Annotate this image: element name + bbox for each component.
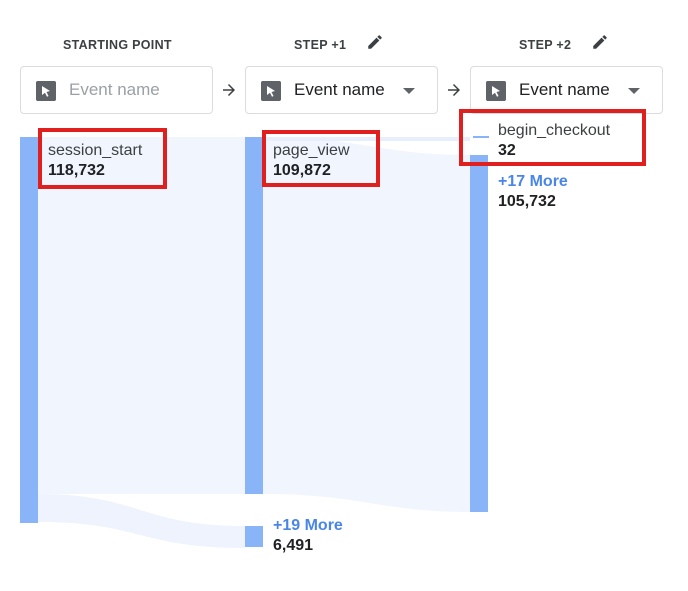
- node-name-session-start[interactable]: session_start: [48, 142, 143, 159]
- node-bar-step1-more[interactable]: [245, 526, 263, 547]
- node-value-step1-more: 6,491: [273, 537, 314, 554]
- step-label-starting-point: STARTING POINT: [63, 38, 172, 52]
- node-bar-page-view[interactable]: [245, 137, 263, 494]
- flow-start-to-more: [38, 494, 245, 548]
- node-bar-begin-checkout[interactable]: [473, 136, 489, 138]
- node-name-page-view[interactable]: page_view: [273, 142, 350, 159]
- highlight-box-session-start: [38, 128, 167, 189]
- highlight-box-begin-checkout: [459, 109, 646, 166]
- cursor-icon: [36, 81, 56, 101]
- flow-page-view-to-more: [263, 137, 470, 512]
- node-value-session-start: 118,732: [48, 162, 105, 179]
- pencil-icon[interactable]: [366, 33, 384, 51]
- dropdown-text: Event name: [519, 80, 610, 99]
- more-link-step-1[interactable]: +19 More: [273, 517, 343, 534]
- node-name-begin-checkout[interactable]: begin_checkout: [498, 122, 611, 139]
- pencil-icon[interactable]: [591, 33, 609, 51]
- flow-page-view-to-checkout: [263, 137, 470, 141]
- dropdown-text: Event name: [69, 80, 160, 99]
- node-value-page-view: 109,872: [273, 162, 331, 179]
- step-2-event-dropdown[interactable]: Event name: [470, 66, 663, 114]
- step-label-step-1: STEP +1: [294, 38, 347, 52]
- cursor-icon: [261, 81, 281, 101]
- caret-down-icon: [403, 88, 415, 94]
- node-value-begin-checkout: 32: [498, 142, 516, 159]
- step-1-event-dropdown[interactable]: Event name: [245, 66, 438, 114]
- step-label-step-2: STEP +2: [519, 38, 572, 52]
- cursor-icon: [486, 81, 506, 101]
- flow-start-to-page-view: [38, 137, 245, 494]
- node-bar-step2-more[interactable]: [470, 155, 488, 512]
- caret-down-icon: [628, 88, 640, 94]
- highlight-box-page-view: [262, 130, 380, 187]
- starting-point-event-dropdown[interactable]: Event name: [20, 66, 213, 114]
- node-bar-session-start[interactable]: [20, 137, 38, 523]
- arrow-right-icon: [448, 84, 460, 96]
- dropdown-text: Event name: [294, 80, 385, 99]
- arrow-right-icon: [223, 84, 235, 96]
- node-value-step2-more: 105,732: [498, 193, 556, 210]
- more-link-step-2[interactable]: +17 More: [498, 173, 568, 190]
